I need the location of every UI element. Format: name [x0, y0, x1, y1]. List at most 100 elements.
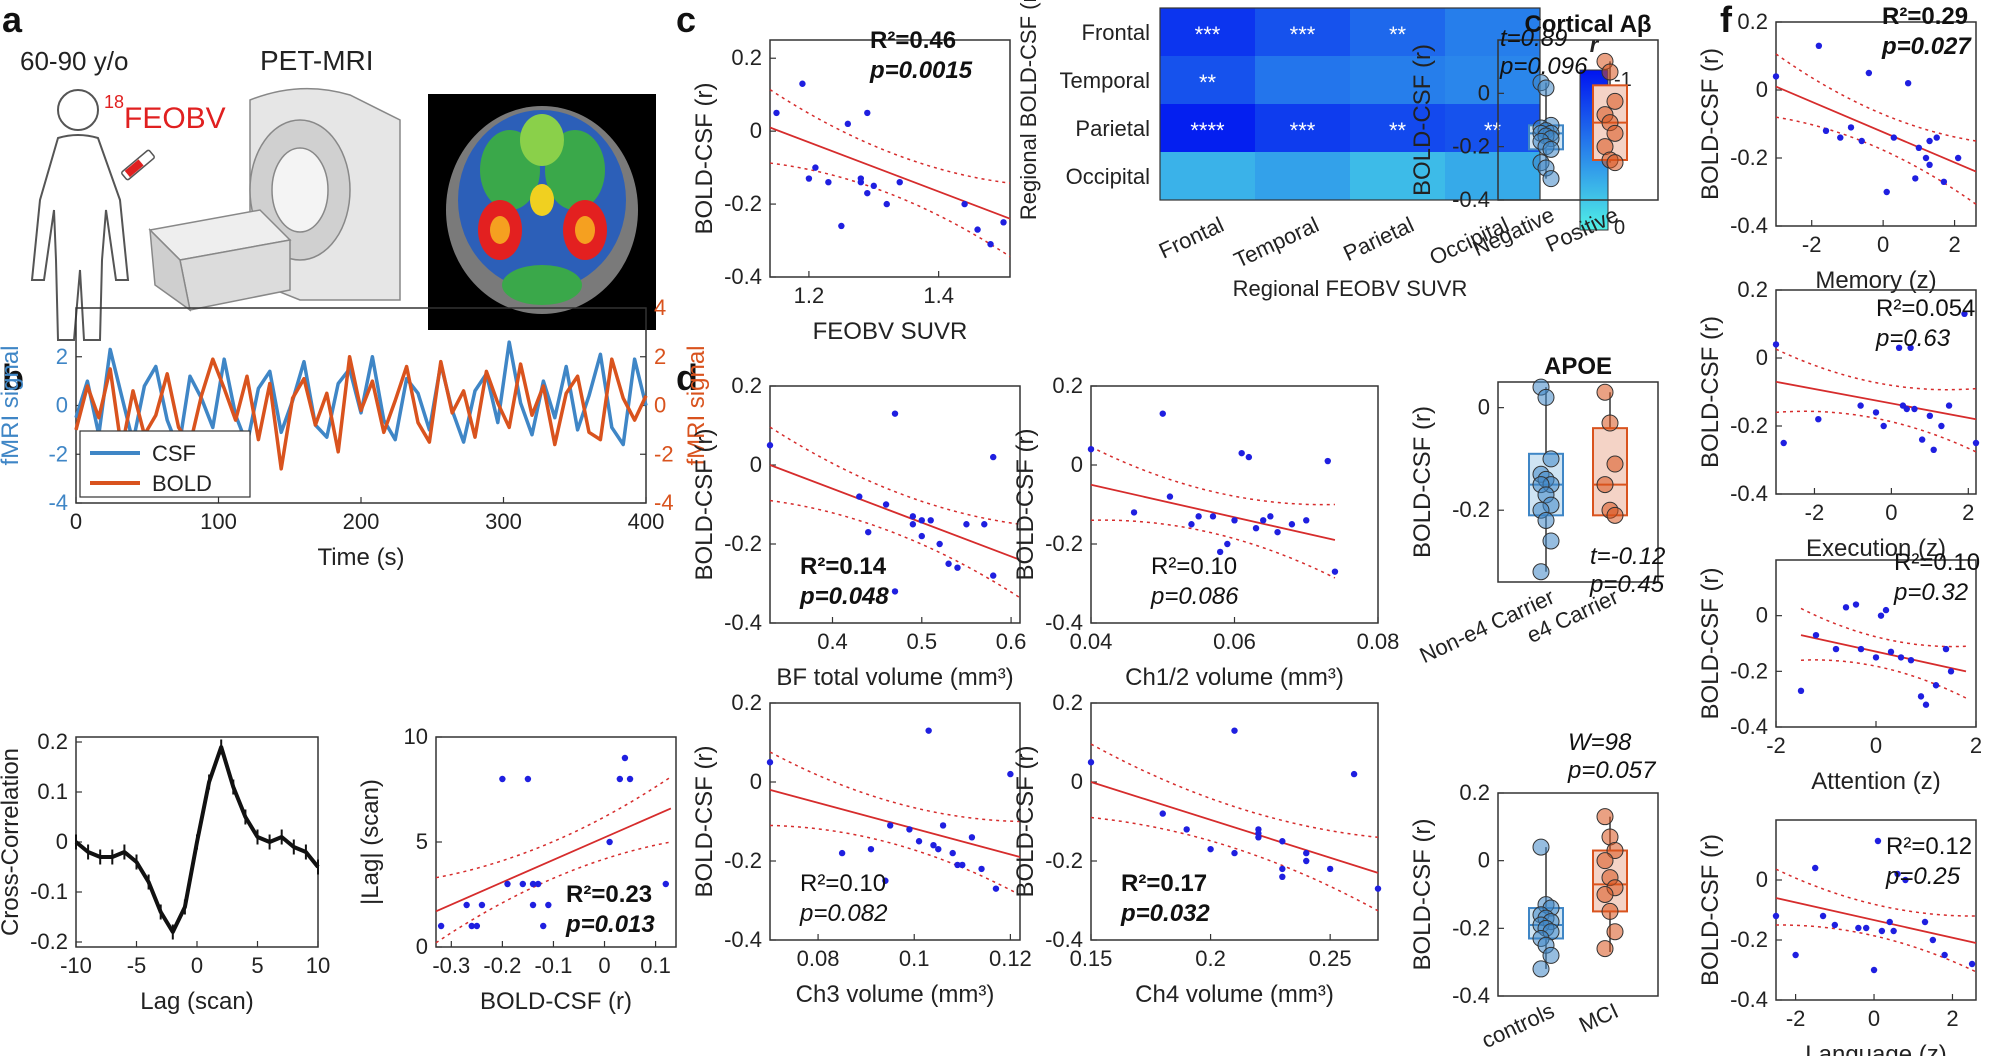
f_memory-point [1940, 178, 1948, 185]
f_attention-xtick-label: -2 [1766, 733, 1786, 758]
b_timeseries-ytick-right-label: -2 [654, 441, 674, 466]
heatmap-cell [1445, 8, 1540, 56]
pet-mri-scanner-icon [148, 87, 401, 312]
heatmap-cell [1350, 104, 1445, 152]
b_lag-point [626, 775, 634, 783]
f_execution-xlabel: Execution (z) [1806, 535, 1946, 562]
d_bf-point [856, 493, 863, 500]
f_memory-ytick-label: 0 [1756, 77, 1768, 102]
f_attention-point [1917, 693, 1925, 700]
c_scatter-point [883, 200, 890, 208]
e_apoe-ytick-label: 0 [1478, 395, 1490, 420]
b_lag-point [504, 880, 511, 888]
heatmap-cell [1160, 56, 1255, 104]
b_lag-point [473, 922, 481, 930]
d_ch12-point [1238, 449, 1245, 457]
d_ch12-point [1252, 525, 1260, 532]
box-point [1601, 63, 1619, 81]
f_execution-stats-p: p=0.63 [1875, 325, 1951, 352]
f_memory-ytick-label: -0.4 [1730, 213, 1768, 238]
c_scatter-point [961, 200, 968, 208]
f_execution-frame [1775, 289, 1977, 495]
f_attention-xlabel: Attention (z) [1811, 768, 1940, 795]
e_mci-category-label: MCI [1575, 998, 1622, 1038]
f_language-ci-lower [1775, 924, 1977, 973]
b_timeseries-xtick-label: 0 [70, 509, 82, 534]
panel-a-illustration: 60-90 y/o PET-MRI 18 FEOBV [20, 45, 656, 341]
f_language-point [1941, 951, 1948, 959]
heatmap-col-label: Frontal [1155, 212, 1228, 264]
f_execution-ylabel: BOLD-CSF (r) [1697, 316, 1724, 468]
heatmap-cell-stars: ** [1389, 22, 1407, 47]
heatmap-row-label: Frontal [1082, 20, 1150, 45]
b_timeseries-xtick-label: 400 [628, 509, 665, 534]
b_lag-xtick-label: -0.3 [432, 953, 470, 978]
d_ch4-axes: 0.15 0.2 0.25 -0.4 -0.2 0 0.2 Ch4 volume (mm³) B… [1012, 690, 1382, 1008]
c_heatmap-axes: *** *** ******** *** ** **FrontalTemporalPari… [1016, 0, 1632, 301]
f_memory-ci-upper [1775, 53, 1977, 142]
heatmap-cell-stars: ** [1389, 118, 1407, 143]
f_language-point [1929, 936, 1937, 944]
box-point [1542, 532, 1560, 550]
f_attention-ytick-label: -0.2 [1730, 658, 1768, 683]
f_execution-point [1903, 405, 1910, 413]
f_language-point [1862, 924, 1870, 932]
f_attention-ylabel: BOLD-CSF (r) [1697, 568, 1724, 720]
b_xcorr-axes: -10 -5 0 5 10 -0.2 -0.1 0 0.1 0.2 Lag (scan) Cross-… [0, 729, 330, 1015]
b_lag-xtick-label: -0.1 [534, 953, 572, 978]
d_bf-point [918, 517, 925, 524]
e_apoe-frame [1497, 381, 1659, 583]
f_language-xtick-label: 0 [1868, 1006, 1880, 1031]
f_execution-xtick-label: -2 [1805, 500, 1825, 525]
b_xcorr-xtick-label: -5 [127, 953, 147, 978]
heatmap-cell [1255, 152, 1350, 200]
b_lag-xtick-label: 0.1 [640, 953, 671, 978]
d_ch3-point [867, 845, 875, 853]
heatmap-row-label: Occipital [1066, 164, 1150, 189]
f_execution-point [1895, 344, 1903, 351]
f_memory-point [1954, 154, 1962, 162]
f_memory-point [1933, 134, 1940, 141]
f_memory-xtick-label: 2 [1948, 232, 1960, 257]
d_ch3-point [939, 822, 947, 829]
d_ch3-ytick-label: -0.4 [724, 927, 762, 952]
colorbar-tick-label: 0 [1614, 217, 1625, 239]
d_ch4-point [1279, 873, 1286, 880]
b_xcorr-ytick-label: -0.2 [30, 929, 68, 954]
b_xcorr-ytick-label: -0.1 [30, 879, 68, 904]
c_scatter-xtick-label: 1.4 [923, 283, 954, 308]
b_lag-ytick-label: 5 [416, 829, 428, 854]
b_lag-point [621, 754, 629, 762]
box-point [1601, 902, 1619, 920]
panel-letter-d: d [676, 357, 698, 398]
d_ch12-ytick-label: -0.2 [1045, 531, 1083, 556]
d_ch4-point [1087, 759, 1095, 766]
f_attention-ci-upper [1800, 607, 1967, 648]
d_ch12-ytick-label: 0 [1071, 452, 1083, 477]
d_ch3-point [915, 838, 923, 845]
b_xcorr-xtick-label: 0 [191, 953, 203, 978]
heatmap-cell [1160, 104, 1255, 152]
d_ch3-point [992, 885, 1000, 892]
c_scatter-point [838, 222, 845, 230]
d_ch4-ci-lower [1090, 816, 1379, 912]
e_mci-ylabel: BOLD-CSF (r) [1409, 819, 1436, 971]
c_scatter-point [773, 109, 780, 117]
f_memory-ci-lower [1775, 116, 1977, 205]
heatmap-cell [1255, 8, 1350, 56]
box-point [1596, 940, 1614, 958]
b_timeseries-ytick-right-label: 0 [654, 393, 666, 418]
b_lag-point [499, 775, 506, 783]
c_scatter-point [870, 182, 877, 190]
f_language-point [1902, 876, 1909, 884]
b_lag-ytick-label: 0 [416, 934, 428, 959]
e_abeta-stat-line1: t=0.89 [1500, 25, 1567, 52]
b_xcorr-xtick-label: 10 [306, 953, 330, 978]
f_memory-xtick-label: 0 [1877, 232, 1889, 257]
f_execution-point [1961, 310, 1968, 317]
f_attention-stats-p: p=0.32 [1893, 579, 1968, 606]
e_mci-frame [1497, 792, 1659, 997]
